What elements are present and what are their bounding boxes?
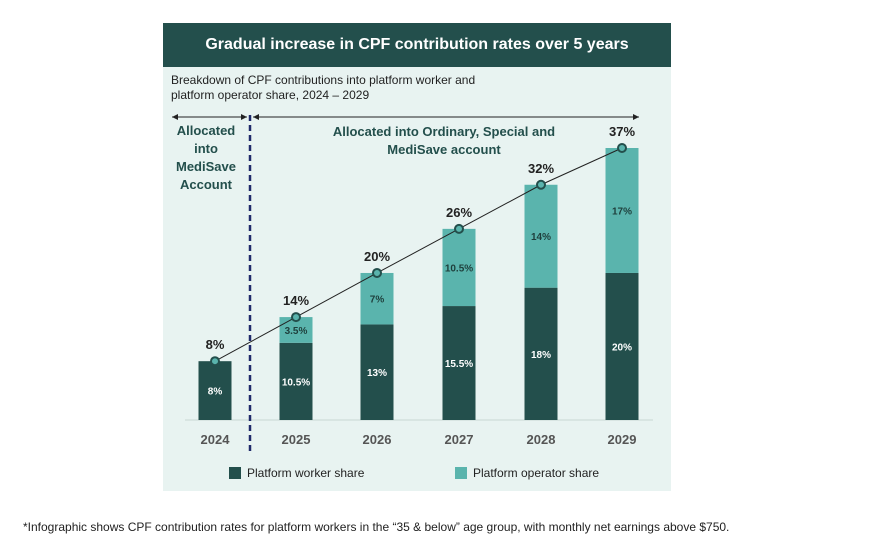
x-tick-label: 2027 [445, 432, 474, 447]
bar-operator [524, 184, 558, 288]
bar-worker [524, 287, 558, 420]
arrow-medisave-head-right [241, 114, 247, 120]
total-label: 26% [446, 205, 472, 220]
chart-card: Gradual increase in CPF contribution rat… [163, 23, 671, 491]
annotation-left-line: Allocated [177, 123, 236, 138]
data-label-operator: 10.5% [445, 263, 473, 274]
data-label-worker: 13% [367, 368, 387, 379]
total-label: 8% [206, 337, 225, 352]
trend-line [214, 147, 623, 362]
annotation-right-line: MediSave account [387, 142, 501, 157]
data-label-operator: 7% [370, 295, 385, 306]
chart-svg: Allocated into MediSave Account Allocated in… [172, 114, 653, 451]
arrow-medisave-head-left [172, 114, 178, 120]
total-label: 37% [609, 124, 635, 139]
bar-operator [360, 272, 394, 325]
data-label-worker: 18% [531, 350, 551, 361]
bar-operator [442, 228, 476, 307]
annotation-left-line: into [194, 141, 218, 156]
trend-point [617, 143, 627, 153]
bar-worker [442, 306, 476, 420]
annotation-left-line: MediSave [176, 159, 236, 174]
x-tick-label: 2025 [282, 432, 311, 447]
legend-item-worker: Platform worker share [229, 466, 364, 480]
bar-worker [605, 272, 639, 420]
data-label-worker: 20% [612, 342, 632, 353]
trend-point [372, 267, 382, 278]
bar-worker [279, 342, 313, 420]
data-label-worker: 10.5% [282, 377, 310, 388]
chart-title: Gradual increase in CPF contribution rat… [163, 23, 671, 67]
x-tick-label: 2026 [363, 432, 392, 447]
trend-point [291, 312, 301, 323]
chart-subtitle: Breakdown of CPF contributions into plat… [171, 73, 476, 102]
arrow-all-accounts-head-left [253, 114, 259, 120]
legend-label-worker: Platform worker share [247, 466, 365, 480]
annotation-right-line: Allocated into Ordinary, Special and [333, 124, 555, 139]
data-label-operator: 17% [612, 206, 632, 217]
x-tick-label: 2029 [608, 432, 637, 447]
data-label-worker: 8% [208, 387, 223, 398]
trend-point [210, 356, 220, 367]
trend-point [536, 179, 546, 190]
data-label-worker: 15.5% [445, 359, 473, 370]
legend-swatch-operator [455, 467, 467, 479]
legend-swatch-worker [229, 467, 241, 479]
total-label: 14% [283, 293, 309, 308]
trend-point [454, 223, 464, 234]
bar-operator [605, 148, 639, 273]
bar-worker [360, 324, 394, 420]
bar-worker [198, 361, 232, 420]
total-label: 20% [364, 249, 390, 264]
data-label-operator: 3.5% [285, 326, 308, 337]
x-tick-label: 2028 [527, 432, 556, 447]
legend-item-operator: Platform operator share [455, 466, 599, 480]
data-label-operator: 14% [531, 232, 551, 243]
total-label: 32% [528, 161, 554, 176]
x-tick-label: 2024 [201, 432, 231, 447]
annotation-left-line: Account [180, 177, 233, 192]
legend-label-operator: Platform operator share [473, 466, 600, 480]
footnote: *Infographic shows CPF contribution rate… [23, 520, 730, 534]
arrow-all-accounts-head-right [633, 114, 639, 120]
